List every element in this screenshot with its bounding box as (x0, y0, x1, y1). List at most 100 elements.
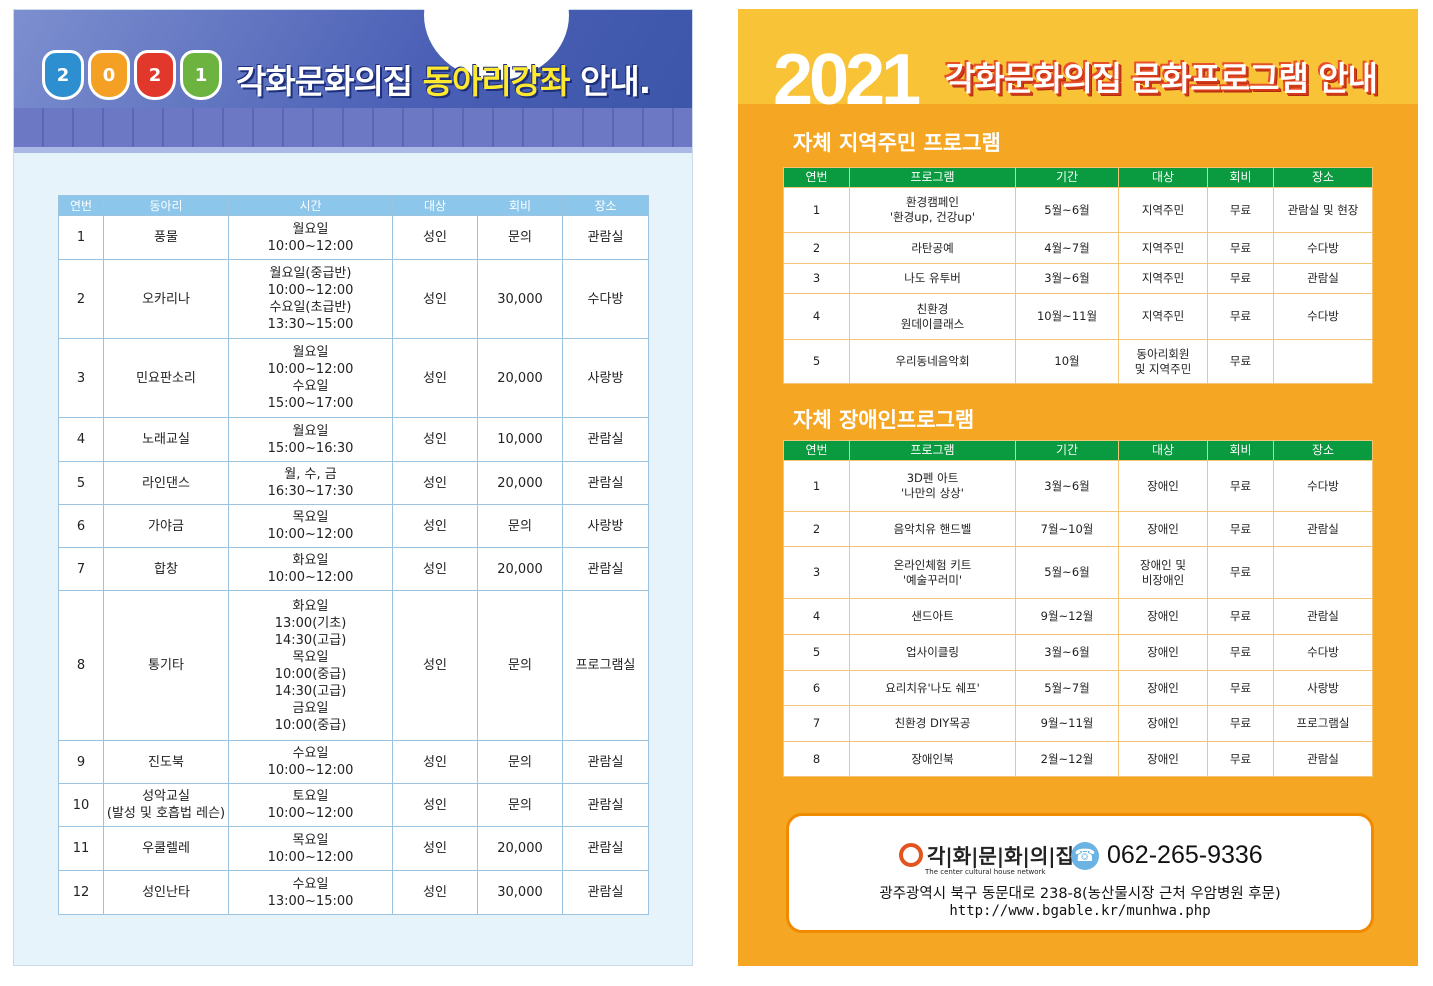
table-cell: 나도 유투버 (849, 263, 1016, 294)
table-cell: 온라인체험 키트 '예술꾸러미' (849, 546, 1016, 599)
table-row: 7 합창 화요일 10:00~12:00 성인 20,000 관람실 (58, 547, 649, 591)
section-title-disabled: 자체 장애인프로그램 (793, 408, 975, 432)
table-cell: 라인댄스 (103, 461, 229, 505)
table-cell: 장애인 (1118, 705, 1208, 742)
table-cell: 음악치유 핸드벨 (849, 511, 1016, 547)
table-cell: 무료 (1207, 232, 1274, 264)
table-cell: 9월~12월 (1015, 598, 1119, 635)
table-cell: 20,000 (477, 547, 563, 591)
table-cell: 친환경 원데이클래스 (849, 293, 1016, 340)
table-cell: 무료 (1207, 705, 1274, 742)
table-cell: 6 (783, 670, 850, 706)
table-cell: 5 (783, 339, 850, 384)
table-cell: 장애인 (1118, 511, 1208, 547)
table-header-row: 연번 프로그램 기간 대상 회비 장소 (783, 167, 1373, 188)
table-cell: 문의 (477, 590, 563, 741)
table-cell: 성인 (392, 338, 478, 418)
table-row: 8 통기타 화요일 13:00(기초) 14:30(고급) 목요일 10:00(중급… (58, 590, 649, 741)
table-cell (1273, 546, 1373, 599)
table-cell: 가야금 (103, 504, 229, 548)
table-cell: 수다방 (1273, 460, 1373, 512)
table-header-row: 연번 동아리 시간 대상 회비 장소 (58, 195, 649, 216)
table-row: 1 환경캠페인 '환경up, 건강up' 5월~6월 지역주민 무료 관람실 및 현장 (783, 187, 1373, 233)
column-header: 기간 (1015, 167, 1119, 188)
table-cell: 3D펜 아트 '나만의 상상' (849, 460, 1016, 512)
center-logo: 각|화|문|화|의|집 The center cultural house ne… (899, 840, 1074, 876)
title-tail: 안내. (569, 62, 651, 101)
table-cell: 관람실 (1273, 263, 1373, 294)
table-cell: 성인 (392, 417, 478, 462)
cow-mascot: 2 (42, 50, 84, 100)
table-cell: 장애인 및 비장애인 (1118, 546, 1208, 599)
table-cell: 4 (783, 598, 850, 635)
column-header: 프로그램 (849, 440, 1016, 461)
table-cell: 토요일 10:00~12:00 (228, 783, 393, 827)
table-cell: 수다방 (562, 259, 649, 339)
cow-mascot: 1 (180, 50, 222, 100)
table-cell: 무료 (1207, 187, 1274, 233)
table-cell: 성인 (392, 504, 478, 548)
table-cell: 10,000 (477, 417, 563, 462)
title-highlight: 동아리강좌 (422, 62, 571, 101)
table-row: 8 장애인북 2월~12월 장애인 무료 관람실 (783, 741, 1373, 777)
table-cell: 문의 (477, 215, 563, 260)
table-cell: 월요일 15:00~16:30 (228, 417, 393, 462)
table-cell: 문의 (477, 740, 563, 784)
table-cell: 무료 (1207, 634, 1274, 671)
table-cell: 7월~10월 (1015, 511, 1119, 547)
table-row: 4 샌드아트 9월~12월 장애인 무료 관람실 (783, 598, 1373, 635)
table-cell: 3 (58, 338, 104, 418)
column-header: 연번 (783, 440, 850, 461)
table-cell: 성인 (392, 783, 478, 827)
table-cell: 10월 (1015, 339, 1119, 384)
table-cell: 민요판소리 (103, 338, 229, 418)
table-row: 1 풍물 월요일 10:00~12:00 성인 문의 관람실 (58, 215, 649, 260)
table-cell: 풍물 (103, 215, 229, 260)
table-row: 7 친환경 DIY목공 9월~11월 장애인 무료 프로그램실 (783, 705, 1373, 742)
table-row: 6 가야금 목요일 10:00~12:00 성인 문의 사랑방 (58, 504, 649, 548)
table-cell: 9 (58, 740, 104, 784)
table-cell: 수다방 (1273, 232, 1373, 264)
table-cell: 3 (783, 263, 850, 294)
column-header: 대상 (1118, 167, 1208, 188)
table-cell: 지역주민 (1118, 232, 1208, 264)
table-cell: 문의 (477, 504, 563, 548)
table-cell: 월요일 10:00~12:00 수요일 15:00~17:00 (228, 338, 393, 418)
table-cell: 노래교실 (103, 417, 229, 462)
table-cell: 3월~6월 (1015, 263, 1119, 294)
table-cell: 20,000 (477, 826, 563, 871)
club-schedule-table: 연번 동아리 시간 대상 회비 장소 1 풍물 월요일 10:00~12:00 성인 문의 관람실 2… (58, 195, 649, 915)
table-cell: 오카리나 (103, 259, 229, 339)
table-cell: 성인 (392, 590, 478, 741)
table-cell: 2 (783, 511, 850, 547)
column-header: 연번 (58, 195, 104, 216)
column-header: 시간 (228, 195, 393, 216)
table-row: 5 라인댄스 월, 수, 금 16:30~17:30 성인 20,000 관람실 (58, 461, 649, 505)
year-heading: 2021 (773, 40, 921, 120)
table-row: 2 오카리나 월요일(중급반) 10:00~12:00 수요일(초급반) 13:30… (58, 259, 649, 339)
column-header: 회비 (477, 195, 563, 216)
table-row: 5 우리동네음악회 10월 동아리회원 및 지역주민 무료 (783, 339, 1373, 384)
table-cell: 성인 (392, 547, 478, 591)
website-link[interactable]: http://www.bgable.kr/munhwa.php (949, 903, 1211, 919)
table-cell: 사랑방 (562, 504, 649, 548)
table-cell: 관람실 (1273, 598, 1373, 635)
table-row: 9 진도북 수요일 10:00~12:00 성인 문의 관람실 (58, 740, 649, 784)
table-cell: 프로그램실 (1273, 705, 1373, 742)
cow-mascot: 2 (134, 50, 176, 100)
table-cell: 무료 (1207, 511, 1274, 547)
table-cell: 수다방 (1273, 293, 1373, 340)
table-row: 6 요리치유'나도 쉐프' 5월~7월 장애인 무료 사랑방 (783, 670, 1373, 706)
table-cell: 8 (783, 741, 850, 777)
table-row: 11 우쿨렐레 목요일 10:00~12:00 성인 20,000 관람실 (58, 826, 649, 871)
table-cell: 관람실 (562, 740, 649, 784)
table-row: 3 온라인체험 키트 '예술꾸러미' 5월~6월 장애인 및 비장애인 무료 (783, 546, 1373, 599)
table-row: 1 3D펜 아트 '나만의 상상' 3월~6월 장애인 무료 수다방 (783, 460, 1373, 512)
table-cell: 3월~6월 (1015, 460, 1119, 512)
contact-box: 각|화|문|화|의|집 The center cultural house ne… (786, 813, 1374, 933)
table-cell: 1 (58, 215, 104, 260)
logo-name: 각|화|문|화|의|집 (927, 844, 1074, 868)
table-cell: 5월~6월 (1015, 187, 1119, 233)
table-cell: 요리치유'나도 쉐프' (849, 670, 1016, 706)
resident-program-table: 연번 프로그램 기간 대상 회비 장소 1 환경캠페인 '환경up, 건강up' 5월~6월 지역… (783, 167, 1373, 384)
